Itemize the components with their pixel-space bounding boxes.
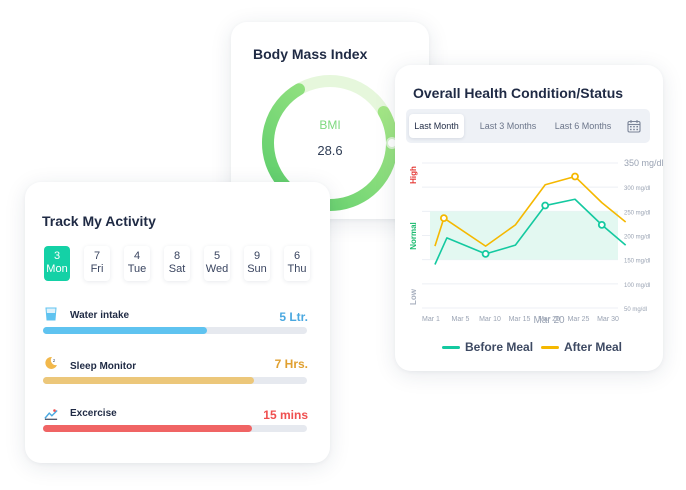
band-label-normal: Normal bbox=[409, 222, 418, 250]
calendar-icon[interactable] bbox=[627, 119, 641, 133]
day-number: 3 bbox=[53, 250, 61, 262]
y-tick-label: 300 mg/dl bbox=[624, 186, 650, 192]
day-chip[interactable]: 6 Thu bbox=[284, 246, 310, 281]
band-label-low: Low bbox=[409, 288, 418, 305]
x-tick-label: Mar 10 bbox=[479, 316, 501, 323]
sleep-moon-icon: z bbox=[45, 356, 57, 369]
exercise-icon bbox=[44, 409, 58, 420]
x-tick-label: Mar 20 bbox=[538, 316, 560, 323]
day-chip[interactable]: 7 Fri bbox=[84, 246, 110, 281]
water-glass-icon bbox=[45, 307, 57, 321]
y-tick-label: 200 mg/dl bbox=[624, 235, 650, 241]
y-tick-label: 250 mg/dl bbox=[624, 210, 650, 216]
water-intake-label: Water intake bbox=[70, 310, 130, 321]
legend-after-label: After Meal bbox=[564, 340, 623, 354]
legend-after-meal: After Meal bbox=[541, 340, 622, 354]
water-intake-progress-fill bbox=[43, 327, 207, 334]
sleep-monitor-value: 7 Hrs. bbox=[274, 357, 308, 371]
day-number: 7 bbox=[93, 250, 101, 262]
series-marker bbox=[541, 201, 550, 210]
x-tick-label: Mar 30 bbox=[597, 316, 619, 323]
water-intake-progress bbox=[43, 327, 307, 334]
sleep-monitor-progress-fill bbox=[43, 377, 255, 384]
legend-before-meal: Before Meal bbox=[442, 340, 533, 354]
day-chip[interactable]: 8 Sat bbox=[164, 246, 190, 281]
series-marker bbox=[597, 220, 606, 229]
x-tick-label: Mar 5 bbox=[452, 316, 470, 323]
day-chip[interactable]: 4 Tue bbox=[124, 246, 150, 281]
band-label-high: High bbox=[409, 166, 418, 184]
normal-range-band bbox=[430, 211, 618, 260]
day-name: Wed bbox=[205, 263, 229, 275]
x-center-label: Mar 20 bbox=[533, 315, 565, 326]
day-name: Fri bbox=[90, 263, 104, 275]
legend-before-swatch bbox=[442, 346, 460, 350]
health-chart: 350 mg/dl 300 mg/dl 250 mg/dl 200 mg/dl 150 … bbox=[409, 158, 663, 326]
y-tick-label: 100 mg/dl bbox=[624, 283, 650, 289]
legend-before-label: Before Meal bbox=[465, 340, 534, 354]
svg-text:z: z bbox=[53, 358, 55, 363]
day-number: 5 bbox=[213, 250, 221, 262]
legend-after-swatch bbox=[541, 346, 559, 350]
exercise-value: 15 mins bbox=[263, 408, 308, 422]
series-marker bbox=[439, 214, 448, 223]
day-chip[interactable]: 5 Wed bbox=[204, 246, 230, 281]
day-name: Tue bbox=[127, 263, 147, 275]
day-number: 4 bbox=[133, 250, 141, 262]
x-tick-label: Mar 1 bbox=[422, 316, 440, 323]
x-tick-label: Mar 25 bbox=[568, 316, 590, 323]
exercise-progress bbox=[43, 425, 307, 432]
day-number: 6 bbox=[293, 250, 301, 262]
tab-last-month[interactable]: Last Month bbox=[409, 114, 464, 138]
bmi-label: BMI bbox=[319, 118, 341, 132]
bmi-title: Body Mass Index bbox=[253, 46, 368, 62]
activity-title: Track My Activity bbox=[42, 213, 156, 229]
tab-last-6-months[interactable]: Last 6 Months bbox=[554, 121, 612, 131]
y-tick-label: 350 mg/dl bbox=[624, 158, 663, 168]
bmi-value: 28.6 bbox=[317, 143, 343, 158]
y-tick-label: 150 mg/dl bbox=[624, 259, 650, 265]
exercise-label: Excercise bbox=[70, 408, 117, 419]
health-card: Overall Health Condition/Status Last Mon… bbox=[395, 65, 663, 371]
series-line-after-meal bbox=[434, 175, 627, 247]
day-name: Sat bbox=[168, 263, 186, 275]
day-chip[interactable]: 9 Sun bbox=[244, 246, 270, 281]
day-name: Mon bbox=[46, 263, 68, 275]
exercise-progress-fill bbox=[43, 425, 252, 432]
health-title: Overall Health Condition/Status bbox=[413, 85, 624, 101]
day-number: 8 bbox=[173, 250, 181, 262]
sleep-monitor-progress bbox=[43, 377, 307, 384]
day-chip[interactable]: 3 Mon bbox=[44, 246, 70, 281]
day-number: 9 bbox=[253, 250, 261, 262]
sleep-monitor-label: Sleep Monitor bbox=[70, 361, 137, 372]
water-intake-value: 5 Ltr. bbox=[279, 310, 308, 324]
series-marker bbox=[481, 249, 490, 258]
tab-last-3-months[interactable]: Last 3 Months bbox=[479, 121, 537, 131]
day-name: Sun bbox=[247, 263, 267, 275]
x-tick-label: Mar 15 bbox=[509, 316, 531, 323]
period-tabs: Last Month Last 3 Months Last 6 Months bbox=[406, 109, 650, 143]
y-tick-label: 50 mg/dl bbox=[624, 307, 647, 313]
series-line-before-meal bbox=[434, 198, 627, 265]
series-marker bbox=[571, 172, 579, 181]
day-name: Thu bbox=[287, 263, 307, 275]
